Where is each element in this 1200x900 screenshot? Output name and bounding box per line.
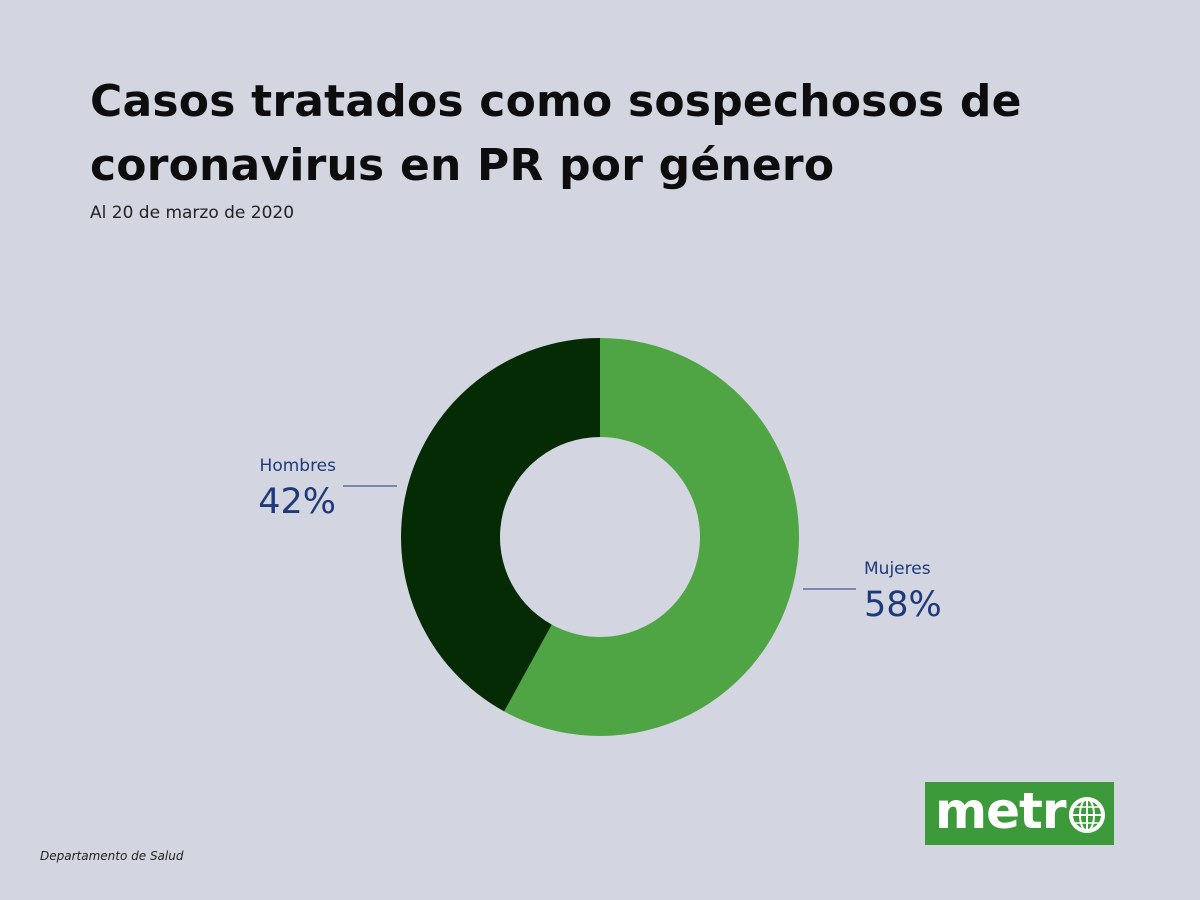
value-mujeres: 58% [864, 585, 942, 625]
label-mujeres: Mujeres [864, 559, 931, 579]
slice-hombres [401, 338, 600, 712]
value-hombres: 42% [258, 482, 336, 522]
slice-mujeres [504, 338, 799, 736]
metro-logo: metr [925, 782, 1114, 845]
globe-icon [1068, 796, 1105, 833]
chart-title: Casos tratados como sospechosos de coron… [90, 76, 1022, 191]
logo-text: metr [935, 781, 1067, 840]
source-credit: Departamento de Salud [40, 849, 184, 863]
chart-subtitle: Al 20 de marzo de 2020 [90, 203, 295, 223]
label-hombres: Hombres [260, 456, 337, 476]
